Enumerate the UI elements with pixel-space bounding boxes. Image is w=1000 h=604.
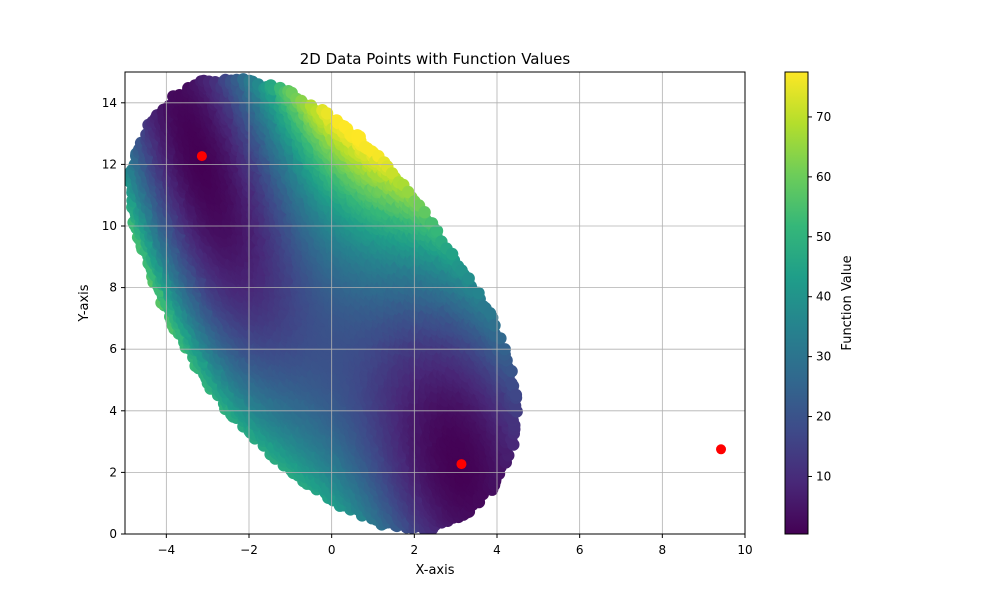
scatter-point	[455, 264, 468, 277]
scatter-point	[445, 247, 459, 261]
chart-title: 2D Data Points with Function Values	[300, 50, 571, 68]
scatter-point	[462, 272, 475, 285]
scatter-point	[430, 224, 444, 238]
scatter-point	[401, 185, 415, 199]
scatter-point	[418, 206, 431, 219]
points-layer	[125, 73, 523, 534]
scatter-point	[385, 167, 399, 180]
scatter-point	[320, 107, 334, 120]
scatter-point	[353, 130, 366, 143]
